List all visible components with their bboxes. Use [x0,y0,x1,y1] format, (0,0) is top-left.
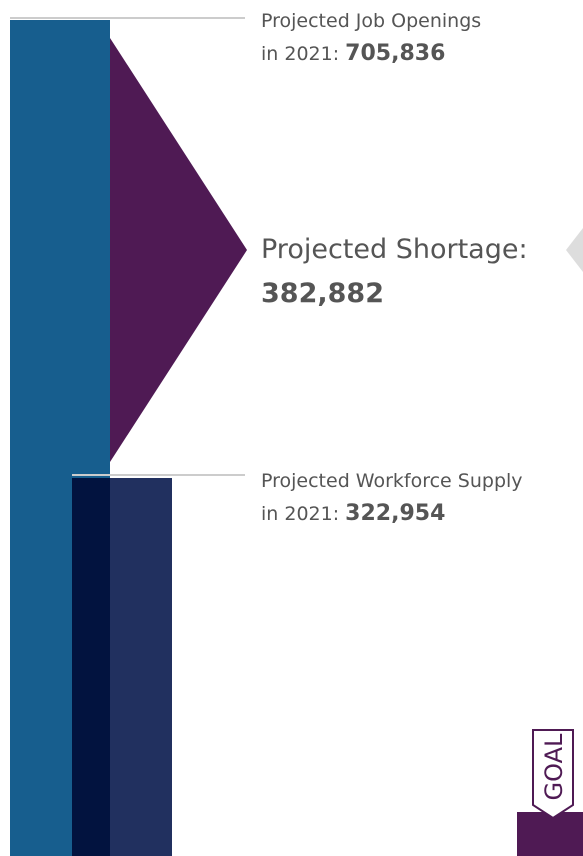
badge-text: GOAL [540,733,568,800]
badge-base [517,812,583,856]
shortage-value: 382,882 [261,278,384,309]
openings-value: 705,836 [345,41,445,66]
openings-label: Projected Job Openings [261,10,481,32]
supply-column [110,478,172,856]
pointer [566,228,583,272]
supply-label: Projected Workforce Supply [261,470,523,492]
supply-column-dark [72,478,110,856]
shortage-arrow [110,38,247,462]
openings-line: in 2021: 705,836 [261,41,445,66]
supply-value: 322,954 [345,501,445,526]
openings-prefix: in 2021: [261,43,339,65]
supply-prefix: in 2021: [261,503,339,525]
badge-ribbon [532,729,574,820]
shortage-label: Projected Shortage: [261,234,528,265]
supply-line: in 2021: 322,954 [261,501,445,526]
